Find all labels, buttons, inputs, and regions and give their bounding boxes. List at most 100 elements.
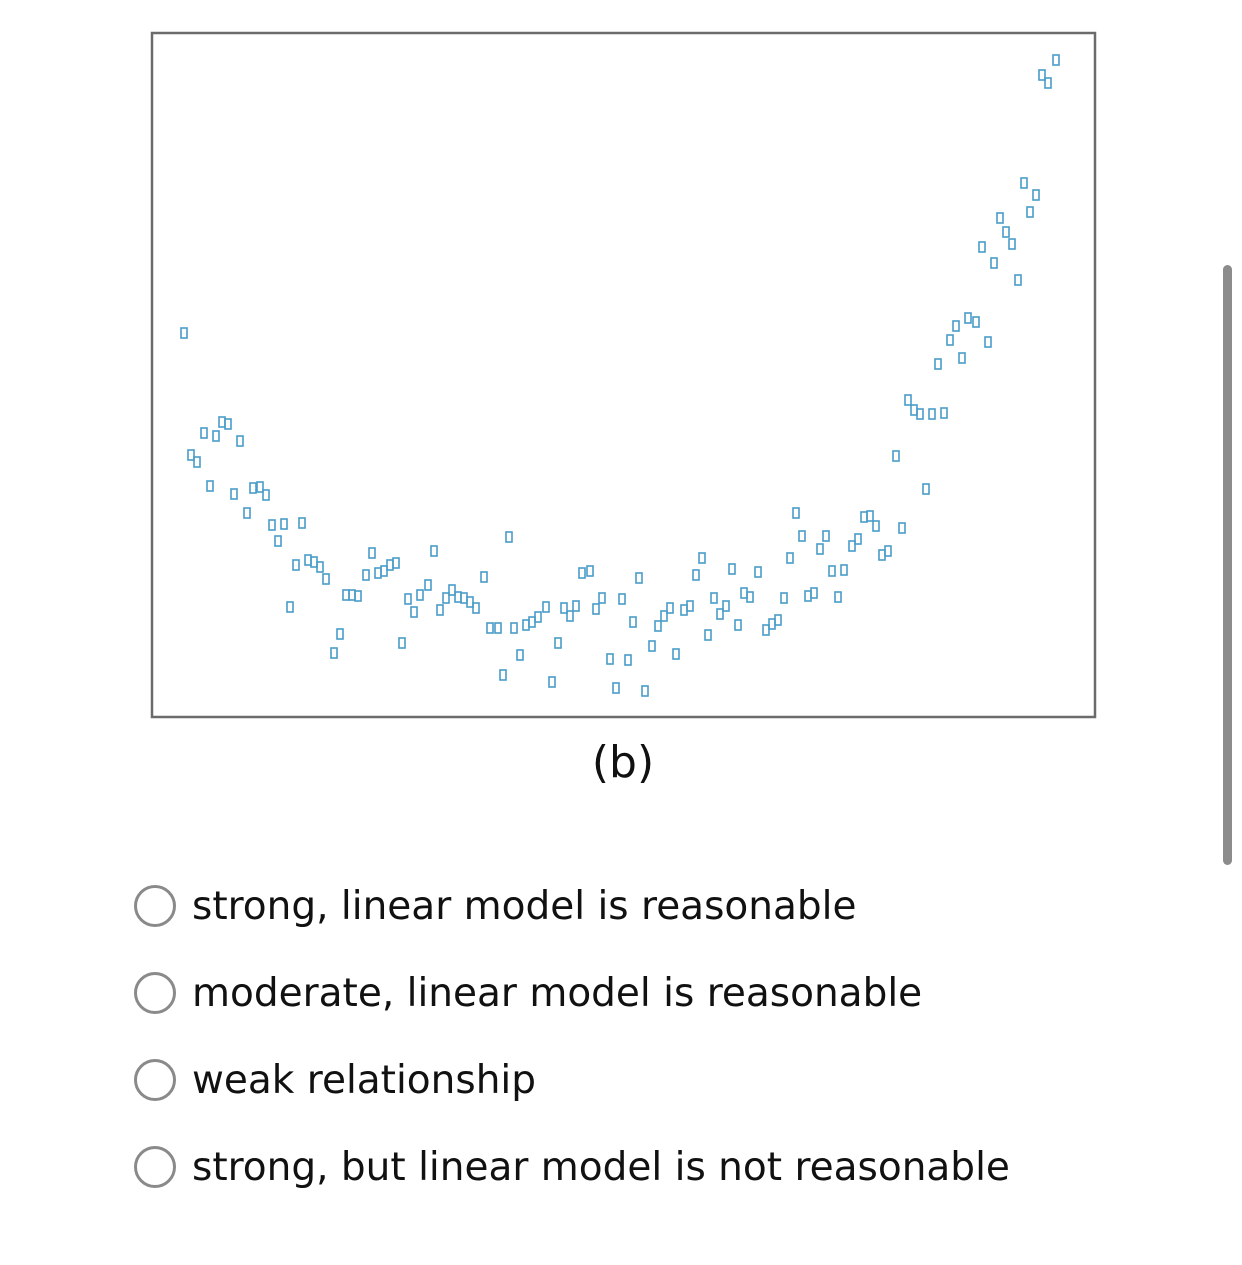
point [180,327,188,339]
point [848,540,856,552]
point [946,334,954,346]
point [354,590,362,602]
point [754,566,762,578]
point [472,602,480,614]
point [686,600,694,612]
point [990,257,998,269]
point [698,552,706,564]
point [710,592,718,604]
point [816,543,824,555]
point [442,592,450,604]
plot-frame [150,31,1097,719]
point [940,407,948,419]
point [200,427,208,439]
chart: (b) [150,31,1097,788]
point [256,481,264,493]
point [212,430,220,442]
point [952,320,960,332]
point [218,416,226,428]
point [330,647,338,659]
point [704,629,712,641]
point [466,596,474,608]
point [972,316,980,328]
point [554,637,562,649]
point [922,483,930,495]
point [548,676,556,688]
point [243,507,251,519]
point [822,530,830,542]
radio-button[interactable] [134,1059,176,1101]
point [386,559,394,571]
point [1002,226,1010,238]
point [1038,69,1046,81]
point [792,507,800,519]
point [996,212,1004,224]
point [910,404,918,416]
point [424,579,432,591]
point [660,610,668,622]
point [380,565,388,577]
point [436,604,444,616]
point [592,603,600,615]
point [872,520,880,532]
point [898,522,906,534]
point [746,591,754,603]
point [692,569,700,581]
point [224,418,232,430]
option-label: strong, linear model is reasonable [192,883,857,929]
point [572,600,580,612]
point [1008,238,1016,250]
point [542,601,550,613]
point [916,408,924,420]
point [236,435,244,447]
point [666,602,674,614]
scrollbar[interactable] [1223,265,1232,865]
point [298,517,306,529]
point [892,450,900,462]
point [964,312,972,324]
option-label: moderate, linear model is reasonable [192,970,923,1016]
point [635,572,643,584]
point [392,557,400,569]
option[interactable]: strong, but linear model is not reasonab… [134,1142,1010,1192]
point [322,573,330,585]
point [768,618,776,630]
point [374,567,382,579]
point [522,619,530,631]
point [762,624,770,636]
point [268,519,276,531]
point [618,593,626,605]
point [728,563,736,575]
point [786,552,794,564]
radio-button[interactable] [134,1146,176,1188]
point [510,622,518,634]
point [1020,177,1028,189]
point [274,535,282,547]
point [740,587,748,599]
point [505,531,513,543]
point [798,530,806,542]
option[interactable]: moderate, linear model is reasonable [134,968,922,1018]
point [230,488,238,500]
radio-button[interactable] [134,972,176,1014]
point [624,654,632,666]
point [860,511,868,523]
point [774,614,782,626]
point [612,682,620,694]
point [734,619,742,631]
option[interactable]: strong, linear model is reasonable [134,881,856,931]
option[interactable]: weak relationship [134,1055,536,1105]
radio-button[interactable] [134,885,176,927]
point [494,622,502,634]
point [934,358,942,370]
point [206,480,214,492]
point [528,616,536,628]
point [878,549,886,561]
point [716,608,724,620]
point [810,587,818,599]
point [416,589,424,601]
point [641,685,649,697]
point [304,554,312,566]
point [586,565,594,577]
